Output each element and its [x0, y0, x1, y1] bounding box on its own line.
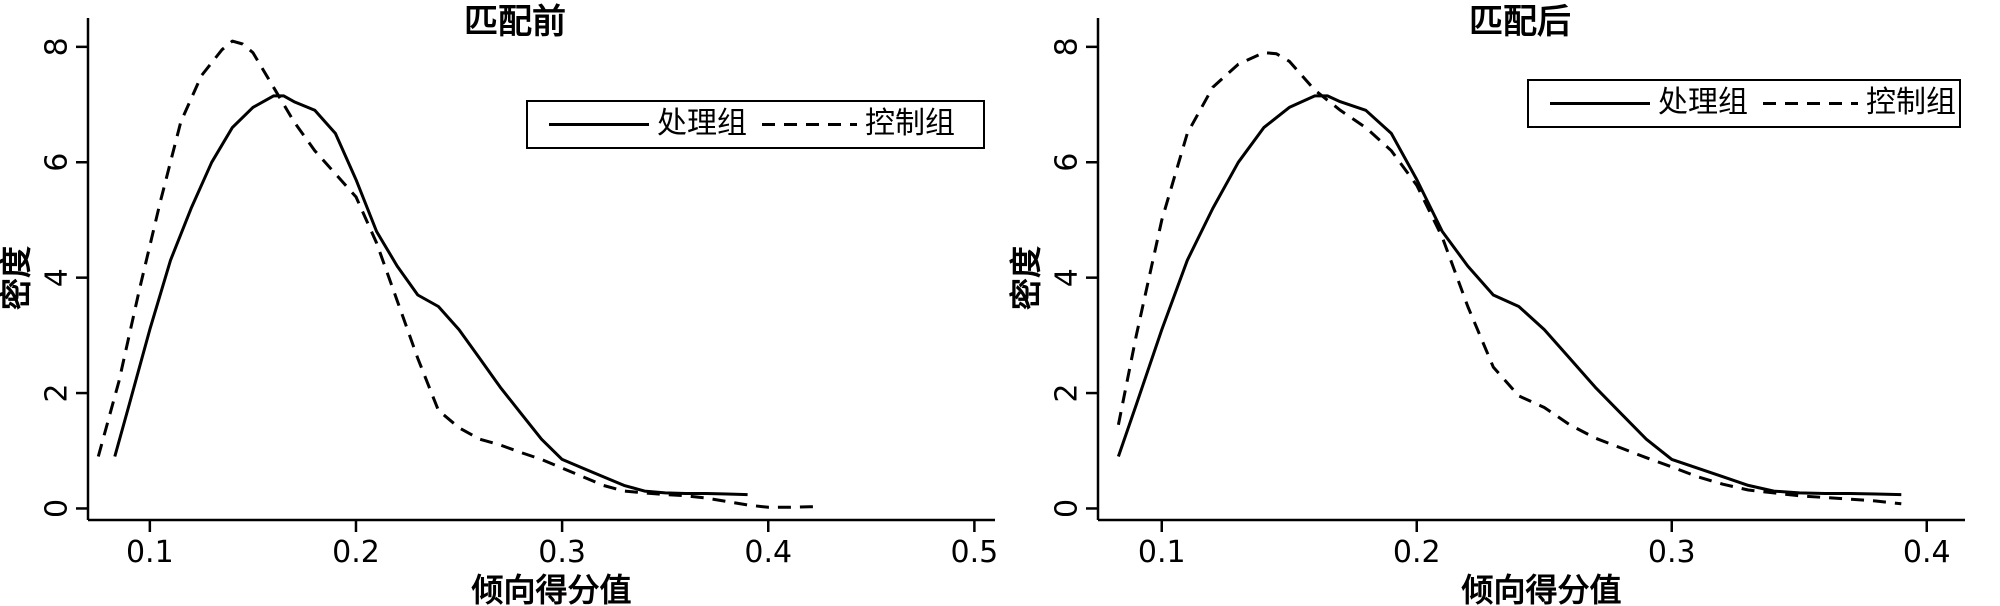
y-tick-label: 6 [1050, 153, 1085, 172]
legend: 处理组 控制组 [1527, 79, 1961, 128]
y-tick-label: 2 [40, 384, 75, 403]
x-tick-label: 0.3 [1648, 535, 1696, 570]
y-tick-label: 4 [40, 268, 75, 287]
legend-label-treatment: 处理组 [657, 106, 747, 141]
legend: 处理组 控制组 [526, 100, 985, 149]
x-tick-label: 0.5 [951, 535, 999, 570]
y-tick-label: 8 [40, 37, 75, 56]
x-tick-label: 0.3 [538, 535, 586, 570]
x-tick-label: 0.1 [1138, 535, 1186, 570]
x-axis-title: 倾向得分值 [1460, 571, 1621, 606]
series-line-treatment [113, 94, 748, 497]
y-axis-title: 密度 [0, 246, 35, 310]
x-tick-label: 0.1 [126, 535, 174, 570]
series-line-control [1116, 51, 1902, 506]
y-tick-label: 4 [1050, 268, 1085, 287]
y-axis-title: 密度 [1007, 246, 1045, 310]
series-line-control [96, 39, 820, 509]
panel-title: 匹配前 [464, 2, 566, 42]
x-tick-label: 0.2 [1393, 535, 1441, 570]
y-tick-label: 8 [1050, 37, 1085, 56]
x-tick-label: 0.4 [1903, 535, 1951, 570]
x-tick-label: 0.4 [744, 535, 792, 570]
y-tick-label: 0 [40, 499, 75, 518]
x-axis-title: 倾向得分值 [470, 571, 631, 606]
series-line-treatment [1116, 94, 1902, 497]
x-tick-label: 0.2 [332, 535, 380, 570]
panel-title: 匹配后 [1469, 2, 1571, 42]
legend-label-treatment: 处理组 [1658, 85, 1748, 120]
legend-label-control: 控制组 [865, 106, 955, 141]
y-tick-label: 2 [1050, 384, 1085, 403]
legend-label-control: 控制组 [1866, 85, 1956, 120]
y-tick-label: 0 [1050, 499, 1085, 518]
y-tick-label: 6 [40, 153, 75, 172]
